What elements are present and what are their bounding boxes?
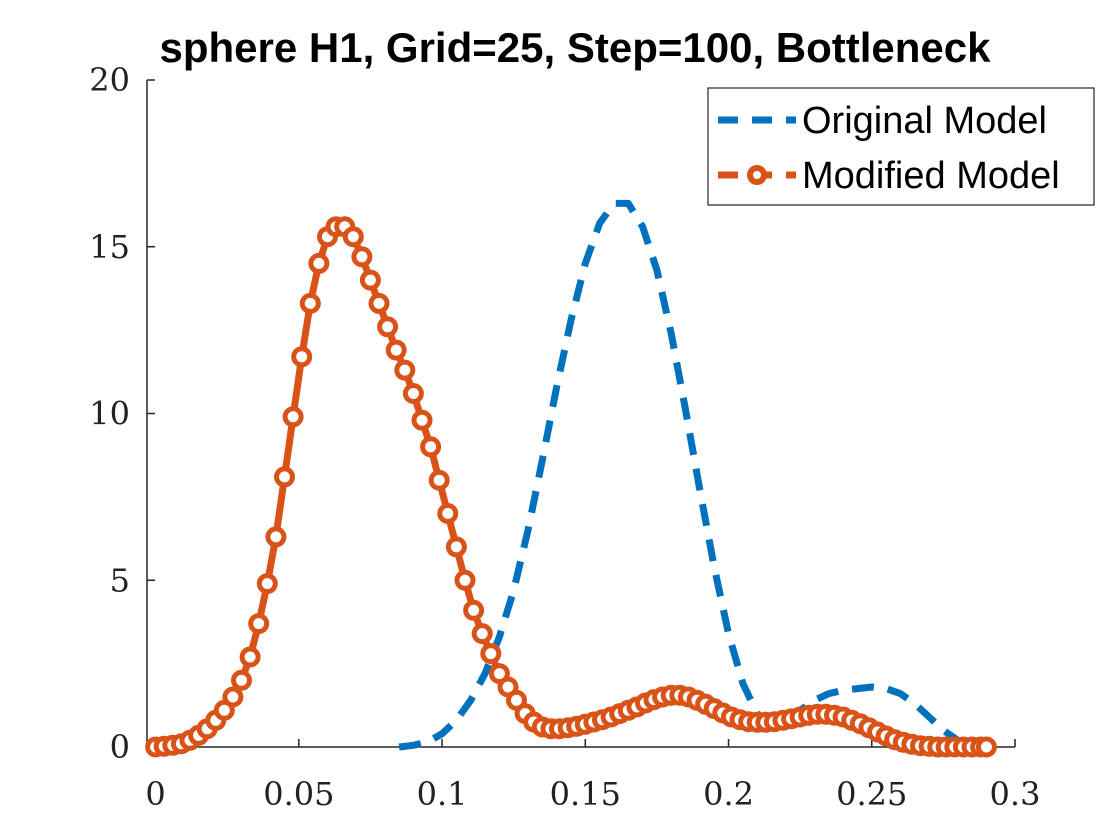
series-modified-model-point <box>291 346 313 368</box>
series-modified-model-point <box>282 406 304 428</box>
series-modified-model-point <box>359 269 381 291</box>
series-modified-model-point <box>445 536 467 558</box>
series-modified-model-point <box>239 646 261 668</box>
series-modified-model-point <box>402 383 424 404</box>
legend-original-label: Original Model <box>802 100 1047 142</box>
legend-box <box>707 87 1095 206</box>
series-modified-model-point <box>471 623 493 645</box>
series-modified-model-point <box>420 436 442 458</box>
series-modified-model-point <box>411 409 433 431</box>
series-modified-model-point <box>231 669 252 691</box>
series-modified-model-point <box>274 466 295 488</box>
series-modified-model-point <box>394 359 416 381</box>
series-modified-model-point <box>265 526 287 548</box>
series-modified-model-point <box>463 599 485 621</box>
x-tick-label: 0.05 <box>263 775 334 813</box>
series-original-model-line <box>398 199 987 751</box>
legend: Original Model Modified Model <box>707 87 1095 206</box>
x-ticks: 0 0.05 0.1 0.15 0.2 0.25 0.3 <box>145 739 1040 813</box>
series-modified-model-point <box>437 503 459 524</box>
series-modified-model-point <box>377 316 399 338</box>
x-tick-label: 0.3 <box>990 775 1041 813</box>
y-tick-label: 15 <box>89 228 130 266</box>
series-modified-model-point <box>480 643 502 665</box>
x-tick-label: 0.1 <box>417 775 468 813</box>
plot-area: 0 0.05 0.1 0.15 0.2 0.25 0.3 0 5 10 15 20 <box>89 61 1040 813</box>
series-modified-model-point <box>256 573 278 595</box>
legend-modified-label: Modified Model <box>802 155 1060 197</box>
series-modified-model-point <box>222 686 244 708</box>
x-tick-label: 0.25 <box>836 775 907 813</box>
y-tick-label: 20 <box>89 61 130 99</box>
series-modified-model-point <box>299 292 321 314</box>
x-tick-label: 0.2 <box>703 775 754 813</box>
legend-modified-marker <box>747 165 767 185</box>
series-modified-model-point <box>248 613 270 635</box>
x-tick-label: 0.15 <box>550 775 621 813</box>
series-layer <box>145 199 997 758</box>
series-modified-model-point <box>385 339 407 361</box>
y-tick-label: 0 <box>110 728 130 766</box>
chart-title: sphere H1, Grid=25, Step=100, Bottleneck <box>159 24 991 71</box>
series-modified-model-point <box>351 246 373 268</box>
series-modified-model-point <box>368 292 390 314</box>
y-tick-label: 5 <box>110 561 130 599</box>
y-tick-label: 10 <box>89 395 130 433</box>
series-modified-model-point <box>975 736 997 758</box>
x-tick-label: 0 <box>145 775 165 813</box>
series-modified-model-point <box>428 469 450 491</box>
series-modified-model-point <box>342 226 364 248</box>
y-ticks: 0 5 10 15 20 <box>89 61 155 766</box>
series-modified-model-point <box>454 569 476 591</box>
series-modified-model-point <box>308 252 330 274</box>
